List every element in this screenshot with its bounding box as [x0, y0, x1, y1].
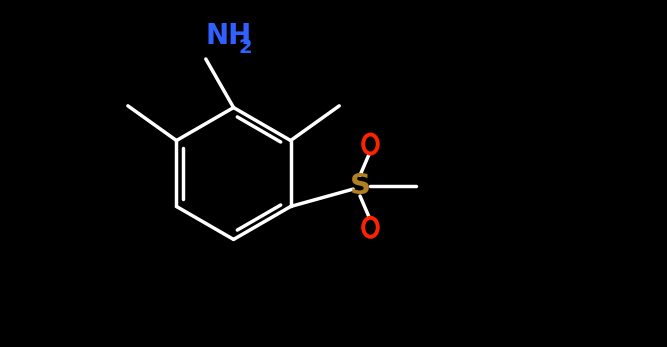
Text: NH: NH	[206, 22, 252, 50]
Ellipse shape	[364, 135, 378, 154]
Ellipse shape	[364, 218, 378, 237]
Text: 2: 2	[239, 38, 252, 57]
Text: S: S	[350, 172, 371, 200]
